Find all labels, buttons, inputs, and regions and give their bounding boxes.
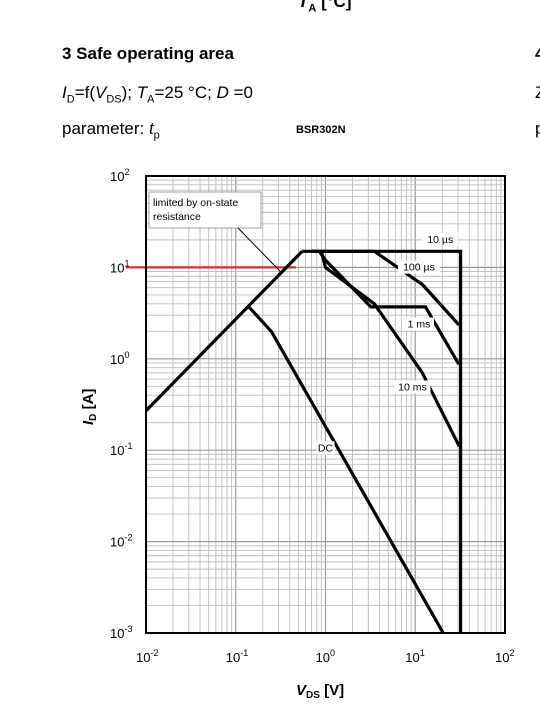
formula-text: =0 [228,83,253,102]
x-axis-subscript: DS [306,690,320,701]
curve-label: DC [318,442,334,454]
parameter-t: t [148,119,154,138]
clipped-right-text: Z [535,83,540,103]
y-tick-label: 10-1 [110,441,132,458]
parameter-text: parameter: [62,119,149,138]
x-axis-label: VDS [V] [296,682,344,701]
y-tick-label: 10-2 [110,533,132,550]
curve-label: 100 µs [403,262,435,274]
curve-label-bg [422,232,459,246]
formula-text: ); [121,83,137,102]
curve-label-bg [403,317,434,331]
part-number: BSR302N [296,124,346,136]
formula-id: I [62,83,67,102]
plot-frame [145,175,506,634]
series-layer [144,249,463,634]
x-axis-symbol: V [296,682,308,699]
annotation-layer: limited by on-state resistance [148,191,283,274]
series-line [247,305,445,634]
formula-v: V [95,83,107,102]
formula-id-sub: D [66,93,75,106]
y-axis-symbol: I [80,420,97,425]
y-axis-unit: [A] [80,389,97,410]
formula-v-sub: DS [106,93,122,106]
annotation-text: resistance [153,211,201,223]
temperature-unit: [°C] [321,0,352,11]
y-tick-label: 101 [110,258,129,275]
formula-t: T [136,83,148,102]
annotation-pointer [237,227,283,274]
clipped-right-text: p [535,119,540,138]
series-line [319,250,461,448]
section-title: 3 Safe operating area [62,44,234,63]
y-axis-subscript: D [88,414,99,421]
temperature-subscript: A [308,2,317,15]
condition-formula: ID=f(VDS); TA=25 °C; D =0 [62,83,253,105]
x-tick-label: 100 [316,648,335,665]
curve-label-bg [397,260,440,274]
safe-operating-area-chart: limited by on-state resistance 10 µs 100 … [80,167,514,701]
x-tick-label: 102 [495,648,514,665]
formula-t-sub: A [147,93,155,106]
y-tick-label: 102 [110,167,129,184]
formula-text: =f( [74,83,95,102]
annotation-box [148,191,262,229]
x-tick-label: 101 [405,648,424,665]
y-tick-label: 10-3 [110,624,132,641]
temperature-symbol: T [298,0,309,11]
temperature-axis-label-clipped: TA [°C] [298,0,351,14]
x-tick-label: 10-2 [136,648,158,665]
parameter-line: parameter: tp [62,119,160,141]
parameter-t-sub: p [153,129,160,142]
formula-d: D [216,83,229,102]
clipped-right-text: 4 [535,44,540,63]
x-axis-unit: [V] [324,682,344,699]
annotation-text: limited by on-state [153,197,238,209]
y-axis-label: ID [A] [80,389,99,425]
curve-label-bg [394,380,431,394]
curve-label: 10 ms [398,381,427,393]
curve-label: 10 µs [427,234,453,246]
curve-label-bg [316,441,335,455]
curve-labels: 10 µs 100 µs 1 ms 10 ms DC [316,232,459,455]
curve-label: 1 ms [408,319,431,331]
y-tick-label: 100 [110,350,129,367]
x-tick-label: 10-1 [226,648,248,665]
series-line [144,250,304,412]
formula-text: =25 °C; [154,83,217,102]
